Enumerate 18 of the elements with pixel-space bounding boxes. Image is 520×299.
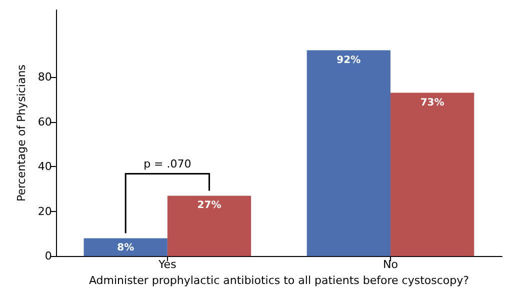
y-tick-label: 60	[38, 115, 52, 128]
y-tick-label: 80	[38, 70, 52, 84]
bar	[390, 92, 474, 256]
y-tick-label: 0	[44, 250, 52, 263]
data-label: 27%	[197, 200, 222, 212]
y-axis-title: Percentage of Physicians	[15, 64, 28, 202]
x-axis-title: Administer prophylactic antibiotics to all patients before cystoscopy?	[88, 274, 470, 287]
y-tick-label: 40	[38, 160, 52, 174]
data-label: 8%	[117, 242, 134, 254]
y-tick-label: 20	[38, 204, 52, 218]
data-label: 92%	[336, 54, 361, 66]
data-label: 73%	[420, 97, 444, 108]
annotation: p = .070	[144, 158, 192, 171]
bar	[84, 238, 168, 256]
bar	[306, 50, 390, 256]
x-tick-label: No	[382, 258, 398, 272]
x-tick-label: Yes	[158, 258, 177, 272]
bar	[167, 196, 252, 256]
